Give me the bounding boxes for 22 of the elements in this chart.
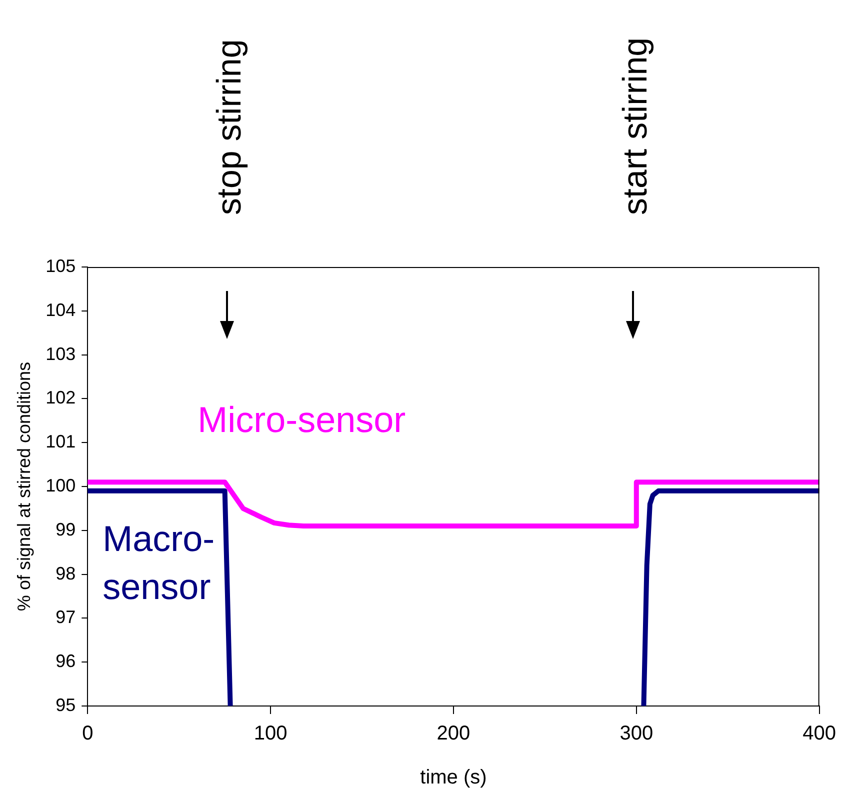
y-tick-label: 98 [56,563,76,584]
y-tick-label: 100 [46,475,76,496]
y-tick-label: 101 [46,432,76,452]
x-tick-label: 100 [254,722,288,745]
y-tick-label: 97 [56,607,76,628]
x-tick-label: 300 [620,722,654,745]
x-tick-label: 0 [82,722,94,745]
y-tick-label: 99 [56,519,76,540]
y-tick-label: 102 [46,388,76,408]
x-axis-title: time (s) [420,766,487,789]
y-tick-label: 95 [56,694,76,715]
x-tick-label: 400 [802,722,836,745]
text: start stirring [616,37,655,215]
y-tick-label: 104 [46,300,76,320]
series-label: Macro-sensor [102,518,215,607]
text: stop stirring [210,39,249,215]
y-axis-title: % of signal at stirred conditions [14,362,34,612]
series-label: Micro-sensor [198,399,406,440]
y-tick-label: 103 [46,344,76,364]
y-tick-label: 105 [46,256,76,276]
x-tick-label: 200 [436,722,470,745]
y-tick-label: 96 [56,651,76,672]
